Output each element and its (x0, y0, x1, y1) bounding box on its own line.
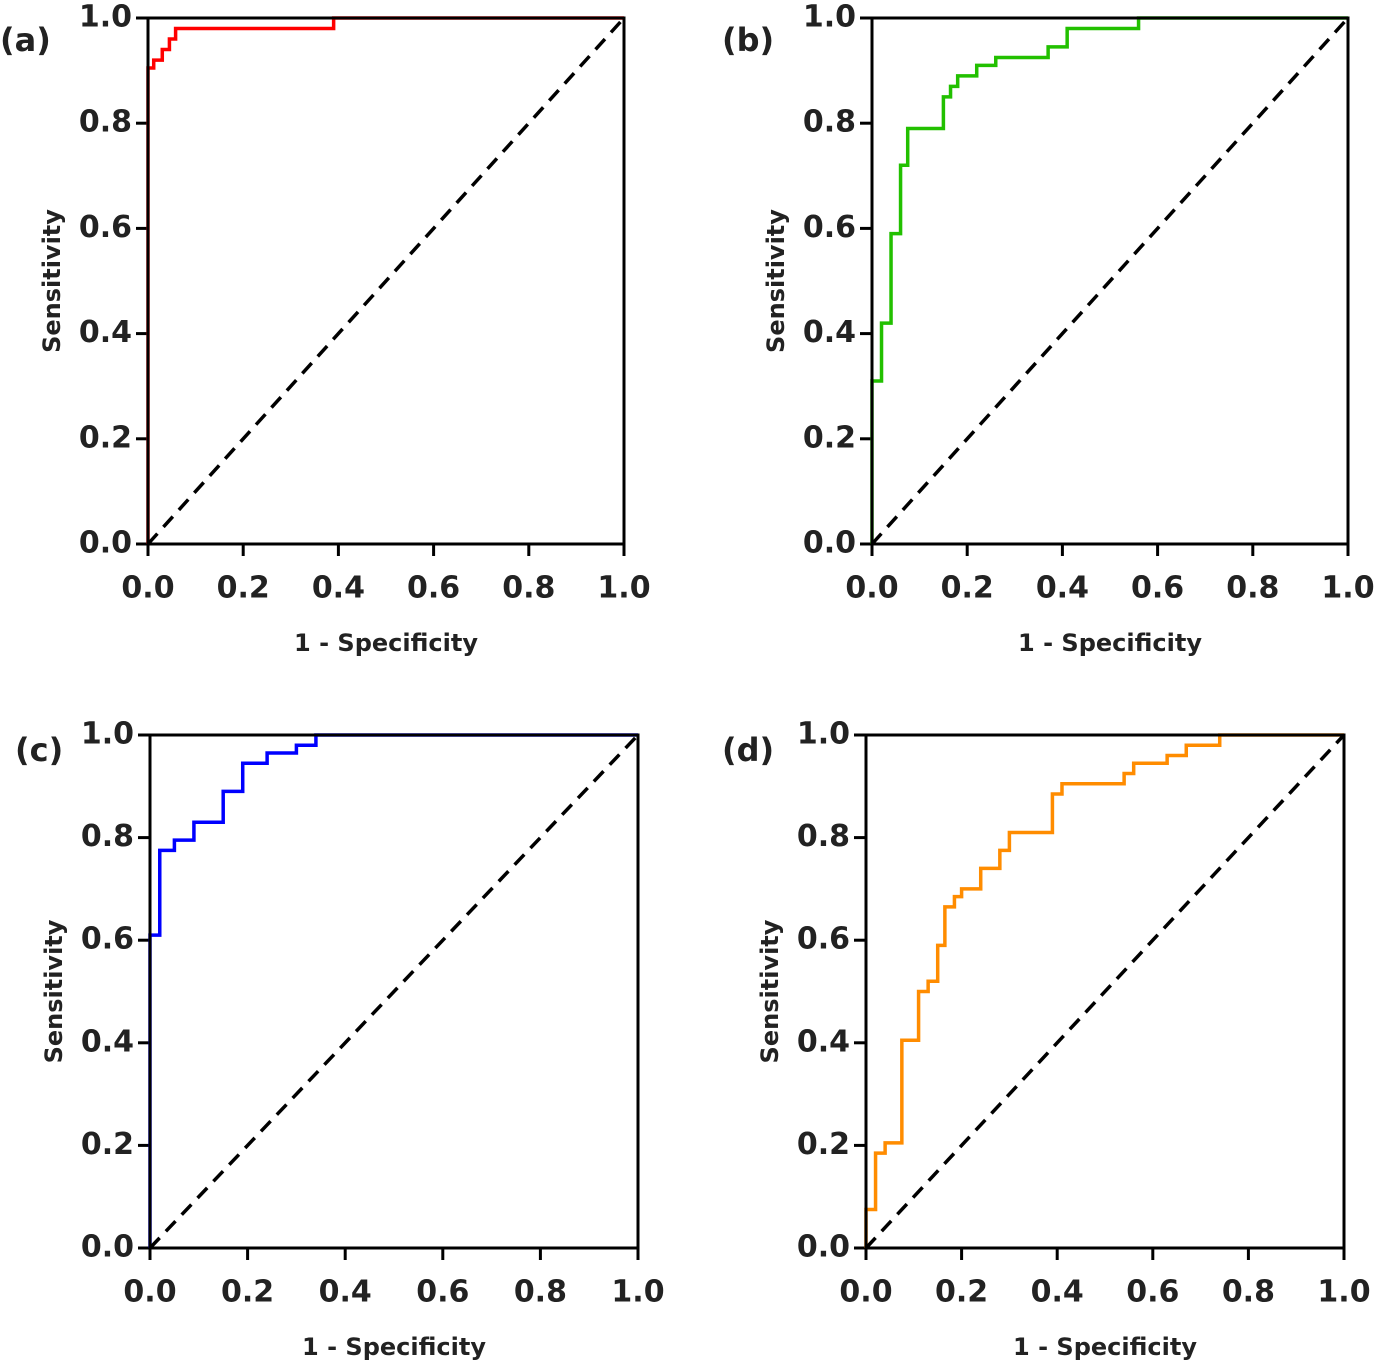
x-tick-label: 0.6 (407, 571, 460, 606)
plot-frame (864, 733, 1346, 1250)
x-tick-label: 1.0 (597, 571, 650, 606)
y-tick-label: 0.2 (803, 420, 856, 455)
x-tick-label: 0.0 (839, 1275, 892, 1310)
y-tick-label: 0.4 (79, 315, 132, 350)
x-tick-label: 0.0 (123, 1275, 176, 1310)
x-tick-label: 1.0 (611, 1275, 664, 1310)
y-tick-label: 0.0 (803, 526, 856, 561)
y-tick-label: 0.8 (803, 105, 856, 140)
panel-title: (b) (722, 21, 774, 59)
roc-curve (148, 733, 638, 1248)
panel: (c) 0.0 0.2 0.4 0.6 0.8 1.0 0.0 0.2 0.4 0.6 0.8 1.0 1… (15, 717, 665, 1362)
x-tick-label: 0.2 (221, 1275, 274, 1310)
x-tick-label: 0.0 (121, 571, 174, 606)
panel-title: (d) (722, 731, 774, 769)
y-tick-label: 0.8 (79, 105, 132, 140)
y-tick-label: 0.8 (797, 819, 850, 854)
roc-curve (146, 16, 624, 544)
reference-line (870, 16, 1350, 546)
panel: (b) 0.0 0.2 0.4 0.6 0.8 1.0 0.0 0.2 0.4 0.6 0.8 1.0 1… (722, 0, 1374, 657)
y-tick-label: 1.0 (797, 717, 850, 752)
panel: (a) 0.0 0.2 0.4 0.6 0.8 1.0 0.0 0.2 0.4 0.6 0.8 1.0 1… (0, 0, 651, 657)
x-tick-label: 0.2 (217, 571, 270, 606)
reference-line (864, 733, 1346, 1250)
y-tick-label: 0.0 (79, 526, 132, 561)
x-tick-label: 0.2 (941, 571, 994, 606)
y-axis-label: Sensitivity (38, 209, 66, 353)
y-tick-label: 0.4 (797, 1024, 850, 1059)
y-tick-label: 0.4 (81, 1024, 134, 1059)
y-tick-label: 0.6 (803, 210, 856, 245)
x-tick-label: 0.2 (935, 1275, 988, 1310)
y-axis-label: Sensitivity (756, 919, 784, 1063)
plot-frame (148, 733, 640, 1250)
x-tick-label: 0.4 (1036, 571, 1089, 606)
x-tick-label: 0.8 (1226, 571, 1279, 606)
x-tick-label: 0.8 (1222, 1275, 1275, 1310)
y-tick-label: 0.4 (803, 315, 856, 350)
y-tick-label: 0.6 (79, 210, 132, 245)
x-tick-label: 0.8 (514, 1275, 567, 1310)
x-axis-label: 1 - Specificity (302, 1333, 486, 1361)
panel-title: (a) (0, 21, 51, 59)
y-tick-label: 0.0 (797, 1230, 850, 1265)
plot-frame (146, 16, 626, 546)
y-tick-label: 0.6 (797, 922, 850, 957)
y-tick-label: 0.0 (81, 1230, 134, 1265)
y-tick-label: 0.6 (81, 922, 134, 957)
x-tick-label: 1.0 (1321, 571, 1374, 606)
x-tick-label: 1.0 (1317, 1275, 1370, 1310)
y-axis-label: Sensitivity (762, 209, 790, 353)
y-tick-label: 1.0 (79, 0, 132, 35)
panel-title: (c) (15, 731, 63, 769)
x-tick-label: 0.8 (502, 571, 555, 606)
reference-line (148, 733, 640, 1250)
x-tick-label: 0.6 (416, 1275, 469, 1310)
x-tick-label: 0.4 (1031, 1275, 1084, 1310)
y-tick-label: 0.2 (797, 1127, 850, 1162)
x-axis-label: 1 - Specificity (294, 629, 478, 657)
plot-frame (870, 16, 1350, 546)
x-tick-label: 0.6 (1126, 1275, 1179, 1310)
reference-line (146, 16, 626, 546)
panel: (d) 0.0 0.2 0.4 0.6 0.8 1.0 0.0 0.2 0.4 0.6 0.8 1.0 1… (722, 717, 1371, 1362)
x-axis-label: 1 - Specificity (1018, 629, 1202, 657)
y-tick-label: 0.2 (79, 420, 132, 455)
x-tick-label: 0.4 (319, 1275, 372, 1310)
y-tick-label: 1.0 (803, 0, 856, 35)
x-tick-label: 0.0 (845, 571, 898, 606)
x-tick-label: 0.4 (312, 571, 365, 606)
roc-curve (864, 733, 1344, 1248)
y-tick-label: 1.0 (81, 717, 134, 752)
x-axis-label: 1 - Specificity (1013, 1333, 1197, 1361)
x-tick-label: 0.6 (1131, 571, 1184, 606)
y-tick-label: 0.8 (81, 819, 134, 854)
y-axis-label: Sensitivity (40, 919, 68, 1063)
roc-curve (870, 16, 1348, 544)
y-tick-label: 0.2 (81, 1127, 134, 1162)
